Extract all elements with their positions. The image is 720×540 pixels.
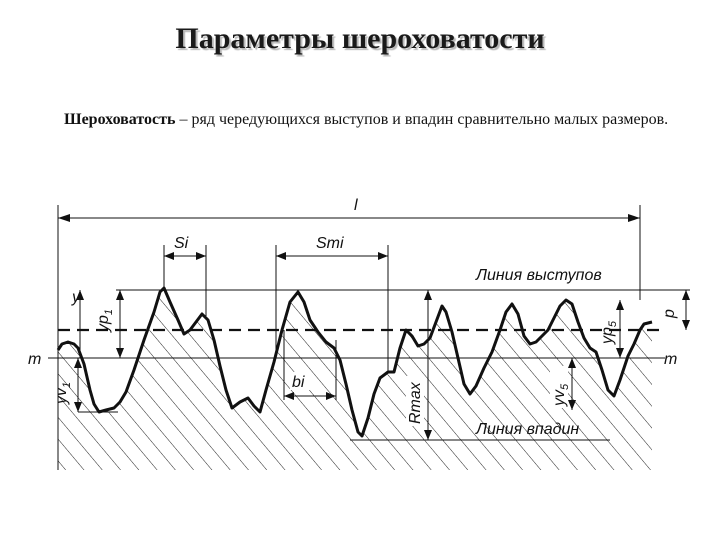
yv5-arrow-bottom: [568, 400, 576, 410]
definition-text: – ряд чередующихся выступов и впадин сра…: [175, 111, 669, 128]
yv5-label-sub: 5: [559, 383, 571, 390]
yv5-label-bg: [550, 366, 568, 408]
yv5-label-main: yv: [551, 389, 568, 407]
yp1-label-main: yp: [95, 315, 112, 333]
l-label: l: [354, 197, 358, 214]
bi-label-bg: [290, 372, 312, 390]
yp5-arrow-bottom: [616, 348, 624, 358]
smi-label: Smi: [316, 235, 344, 252]
yp1-label: yp1: [95, 309, 115, 333]
rmax-arrow-bottom: [424, 430, 432, 440]
si-label: Si: [174, 235, 189, 252]
definition-paragraph: Шероховатость – ряд чередующихся выступо…: [32, 108, 692, 132]
yv5-label: yv5: [551, 383, 571, 407]
l-arrow-right: [628, 214, 640, 222]
y-label: y: [71, 289, 81, 306]
rmax-label-bg: [406, 376, 424, 426]
bi-label: bi: [292, 374, 305, 391]
page-title: Параметры шероховатости: [175, 22, 545, 55]
yv1-label: yv1: [53, 382, 73, 405]
m-left-label: m: [28, 351, 41, 368]
y-arrow-top: [76, 290, 84, 300]
m-right-label: m: [664, 351, 677, 368]
definition-term: Шероховатость: [64, 111, 176, 128]
material-hatch: [58, 288, 652, 470]
yp5-label: yp5: [599, 320, 619, 345]
yp5-label-main: yp: [599, 327, 616, 345]
valley-line-label: Линия впадин: [475, 421, 579, 438]
l-arrow-left: [58, 214, 70, 222]
peak-line-label: Линия выступов: [475, 267, 602, 284]
p-label: p: [661, 309, 678, 319]
yv5-arrow-top: [568, 358, 576, 368]
yp1-label-sub: 1: [103, 309, 115, 315]
si-arrow-left: [164, 252, 174, 260]
yp1-arrow-bottom: [116, 348, 124, 358]
yp5-arrow-top: [616, 300, 624, 310]
p-arrow-bottom: [682, 320, 690, 330]
yv1-arrow-bottom: [74, 402, 82, 412]
roughness-profile: [56, 286, 653, 438]
bi-arrow-right: [326, 392, 336, 400]
p-arrow-top: [682, 290, 690, 300]
si-arrow-right: [196, 252, 206, 260]
yv1-label-main: yv: [53, 387, 70, 405]
yp1-arrow-top: [116, 290, 124, 300]
rmax-arrow-top: [424, 290, 432, 300]
rmax-label: Rmax: [407, 381, 424, 424]
yv1-label-sub: 1: [61, 382, 73, 388]
bi-arrow-left: [284, 392, 294, 400]
smi-arrow-left: [276, 252, 286, 260]
smi-arrow-right: [378, 252, 388, 260]
yv1-arrow-top: [74, 358, 82, 368]
yp5-label-sub: 5: [607, 320, 619, 327]
